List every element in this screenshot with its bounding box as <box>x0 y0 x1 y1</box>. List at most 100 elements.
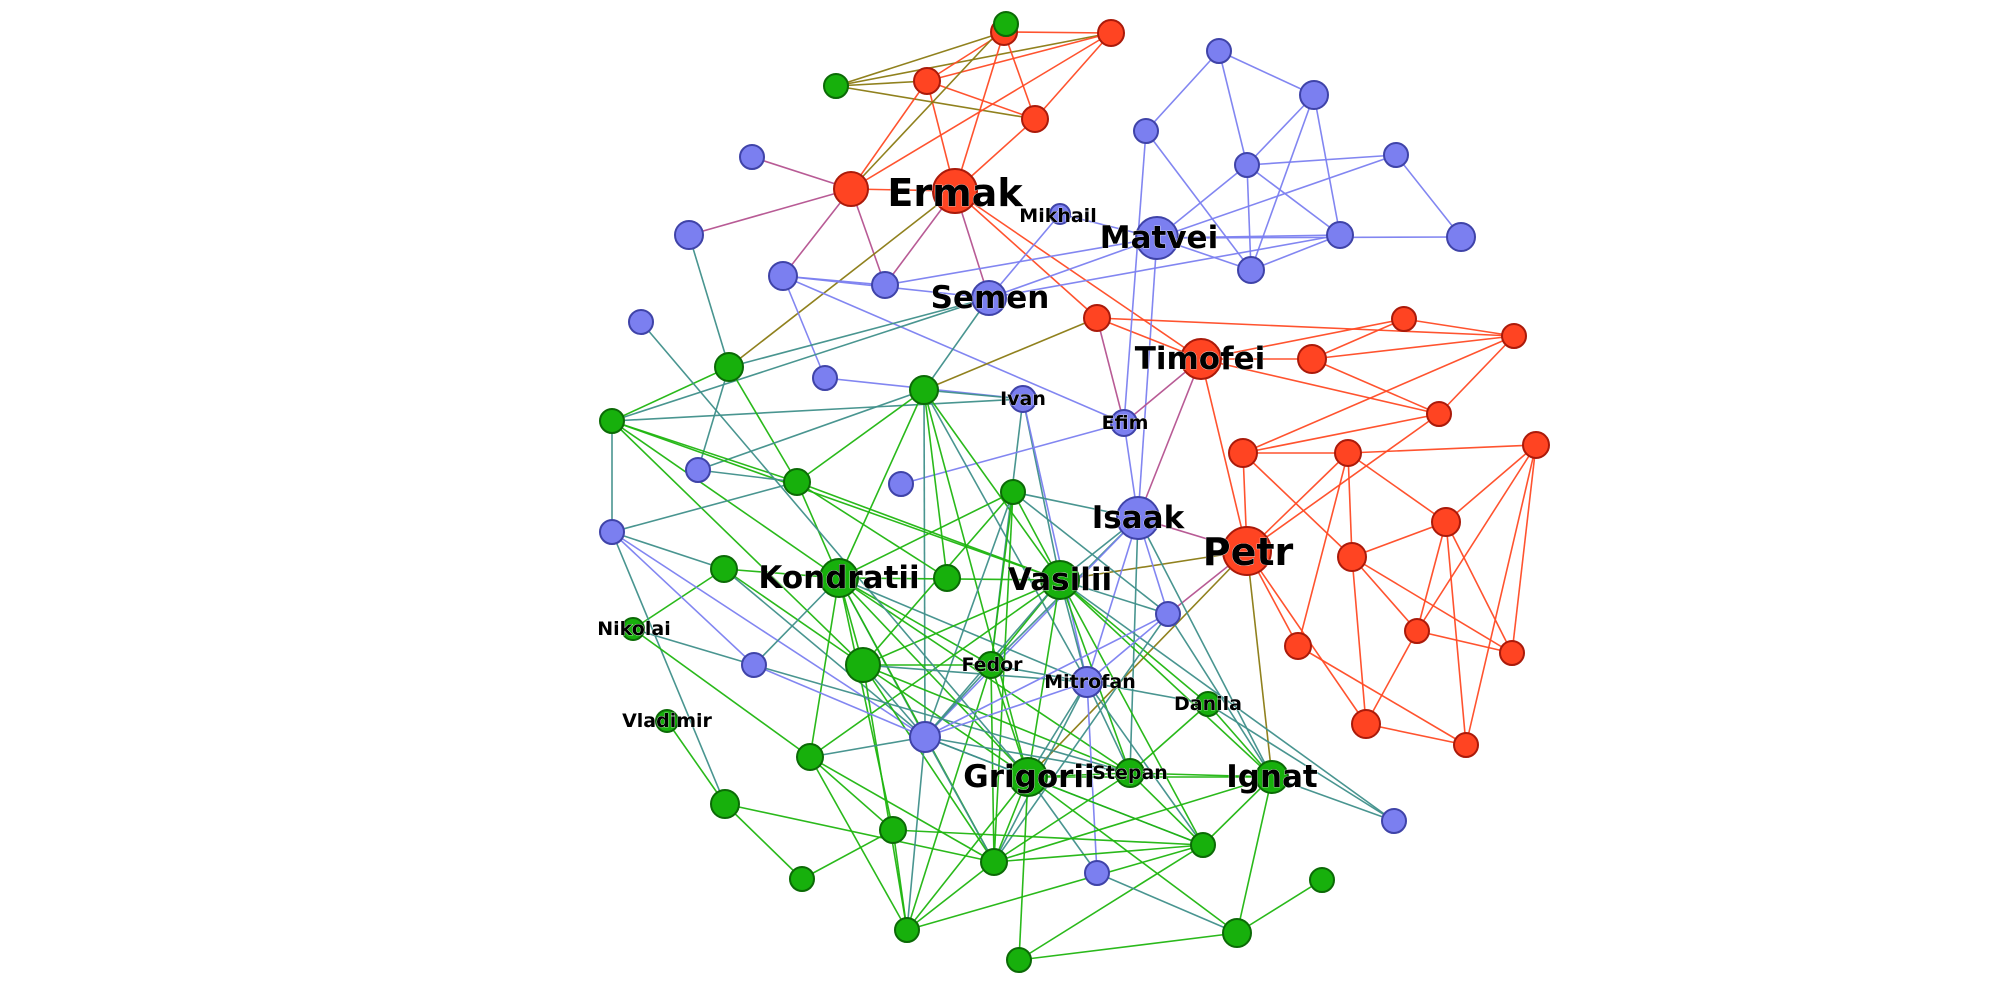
node-b7 <box>1133 118 1159 144</box>
edge-r16-r20 <box>1465 444 1537 746</box>
edge-mitrofan-g15 <box>1086 681 1204 846</box>
edge-b16-stepan <box>924 736 1131 774</box>
edge-r5-r3 <box>850 32 1112 190</box>
label-efim: Efim <box>1102 412 1149 434</box>
edge-g12-g15 <box>993 844 1204 863</box>
label-matvei: Matvei <box>1100 220 1218 256</box>
edge-g1-r2 <box>835 80 928 87</box>
edge-g1-r4 <box>835 85 1036 120</box>
edge-b6-b8 <box>1246 94 1315 166</box>
edge-b14-b16 <box>924 613 1169 738</box>
node-b9 <box>1383 142 1409 168</box>
label-fedor: Fedor <box>961 654 1023 676</box>
edge-mitrofan-b16 <box>924 681 1088 738</box>
edge-r9-r10 <box>1438 335 1515 415</box>
edge-g9-mitrofan <box>862 664 1088 683</box>
edge-matvei-b11 <box>1156 234 1341 239</box>
node-petr <box>1222 526 1272 576</box>
edge-r16-r17 <box>1511 444 1537 654</box>
edge-r6-efim <box>1096 317 1125 424</box>
edge-b9-b8 <box>1246 154 1397 166</box>
edge-g3-g5 <box>611 366 730 422</box>
node-r12 <box>1334 439 1362 467</box>
edge-b18-b16 <box>611 531 926 738</box>
node-g6 <box>1000 479 1026 505</box>
edge-timofei-r8 <box>1200 318 1405 360</box>
edge-b9-matvei <box>1156 154 1397 239</box>
node-mikhail <box>1049 203 1071 225</box>
edge-b11-semen <box>988 234 1341 299</box>
edge-efim-b7 <box>1123 130 1147 424</box>
edge-g9-stepan <box>862 664 1131 774</box>
label-stepan: Stepan <box>1092 762 1168 784</box>
edge-vasilii-ignat <box>1059 579 1273 778</box>
edge-semen-g4 <box>923 297 990 391</box>
node-r13 <box>1337 542 1367 572</box>
node-r2 <box>913 67 941 95</box>
edge-r5-b3 <box>782 188 852 277</box>
edge-b7-b12 <box>1145 130 1252 271</box>
edge-b16-g13 <box>809 736 926 758</box>
node-g8 <box>933 564 961 592</box>
edge-r5-g2 <box>850 23 1007 190</box>
edge-grigorii-g19 <box>1018 776 1029 961</box>
node-b2 <box>674 220 704 250</box>
edge-g9-g16 <box>862 664 908 931</box>
edge-r5-b2 <box>688 188 852 236</box>
edge-r7-r9 <box>1311 358 1440 415</box>
node-g9 <box>845 647 881 683</box>
node-g3 <box>714 352 744 382</box>
edge-b11-b12 <box>1250 234 1341 271</box>
node-ermak <box>932 168 978 214</box>
edge-r19-r20 <box>1365 723 1467 746</box>
edge-g5-kondratii <box>611 420 840 579</box>
graph-labels: Ermak Mikhail Matvei Semen Timofei Ivan … <box>597 171 1318 796</box>
edge-isaak-b16 <box>924 517 1139 738</box>
edge-g13-g16 <box>809 756 908 931</box>
edge-ivan-g5 <box>611 398 1024 422</box>
edge-r2-r3 <box>926 32 1112 82</box>
node-g14 <box>879 816 907 844</box>
edge-r15-r17 <box>1445 521 1513 654</box>
edge-r15-r16 <box>1445 444 1537 523</box>
edge-nikolai-g13 <box>632 628 811 758</box>
edge-g18-b21 <box>1096 872 1238 934</box>
node-b15 <box>888 471 914 497</box>
edge-r9-r11 <box>1242 413 1440 454</box>
edge-r13-r17 <box>1351 556 1513 654</box>
edge-b19-b16 <box>753 664 926 738</box>
node-g5 <box>599 408 625 434</box>
edge-g13-g14 <box>809 756 894 831</box>
node-g2 <box>993 11 1019 37</box>
edge-nikolai-b19 <box>632 628 755 666</box>
edge-r10-r6 <box>1096 317 1515 337</box>
edge-r3-r4 <box>1034 32 1112 120</box>
node-b10 <box>1446 222 1476 252</box>
node-danila <box>1195 691 1221 717</box>
edge-g11-g12 <box>724 803 995 863</box>
edge-timofei-isaak <box>1137 358 1202 519</box>
edge-r1-r4 <box>1003 31 1036 120</box>
node-r7 <box>1297 344 1327 374</box>
node-b17 <box>685 457 711 483</box>
edge-g6-fedor <box>990 491 1014 666</box>
edge-grigorii-g16 <box>906 776 1029 931</box>
edge-b18-b19 <box>611 531 755 666</box>
node-g15 <box>1190 832 1216 858</box>
edge-g9-g12 <box>862 664 995 863</box>
edge-g10-g9 <box>723 568 864 666</box>
edge-b8-b12 <box>1246 164 1252 271</box>
node-b11 <box>1326 221 1354 249</box>
edge-vladimir-g11 <box>666 720 726 805</box>
node-stepan <box>1115 758 1145 788</box>
label-timofei: Timofei <box>1135 341 1266 377</box>
edge-isaak-stepan <box>1129 517 1139 774</box>
edge-mitrofan-b14 <box>1086 613 1169 683</box>
label-semen: Semen <box>931 280 1050 316</box>
node-b16 <box>909 721 941 753</box>
edge-g5-g9 <box>611 420 864 666</box>
edge-mitrofan-danila <box>1086 681 1209 705</box>
edge-b6-b11 <box>1313 94 1341 236</box>
node-r8 <box>1391 306 1417 332</box>
edge-g4-b17 <box>697 389 925 471</box>
